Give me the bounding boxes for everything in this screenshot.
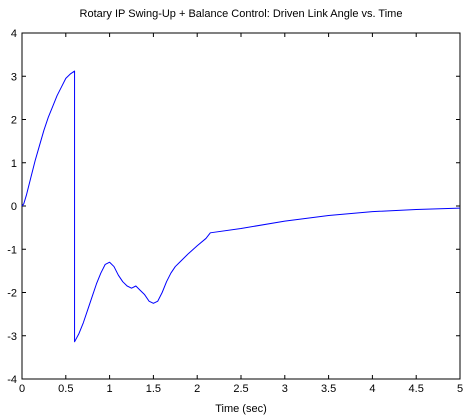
x-tick-label: 3 xyxy=(282,383,288,395)
x-tick-label: 1 xyxy=(107,383,113,395)
plot-area xyxy=(21,32,461,380)
x-axis-label: Time (sec) xyxy=(215,403,267,415)
y-tick-label: -2 xyxy=(7,288,17,300)
y-tick-label: 4 xyxy=(11,28,17,40)
x-tick-label: 5 xyxy=(457,383,463,395)
x-tick-label: 3.5 xyxy=(321,383,336,395)
y-tick-label: -3 xyxy=(7,331,17,343)
x-tick-label: 1.5 xyxy=(146,383,161,395)
x-tick-label: 4 xyxy=(369,383,375,395)
y-tick-label: -1 xyxy=(7,244,17,256)
data-series xyxy=(21,70,461,343)
y-tick-label: 0 xyxy=(11,201,17,213)
y-tick-label: 3 xyxy=(11,71,17,83)
y-axis-ticks: 4 3 2 1 0 -1 -2 -3 -4 xyxy=(7,28,460,386)
y-tick-label: -4 xyxy=(7,374,17,386)
x-tick-label: 0.5 xyxy=(58,383,73,395)
chart-title: Rotary IP Swing-Up + Balance Control: Dr… xyxy=(80,8,403,20)
x-axis-ticks: 0 0.5 1 1.5 2 2.5 3 3.5 4 4.5 5 xyxy=(19,33,463,395)
y-tick-label: 2 xyxy=(11,115,17,127)
x-tick-label: 2 xyxy=(194,383,200,395)
y-tick-label: 1 xyxy=(11,158,17,170)
x-tick-label: 4.5 xyxy=(409,383,424,395)
x-tick-label: 2.5 xyxy=(233,383,248,395)
series-line-0 xyxy=(21,70,461,343)
x-tick-label: 0 xyxy=(19,383,25,395)
